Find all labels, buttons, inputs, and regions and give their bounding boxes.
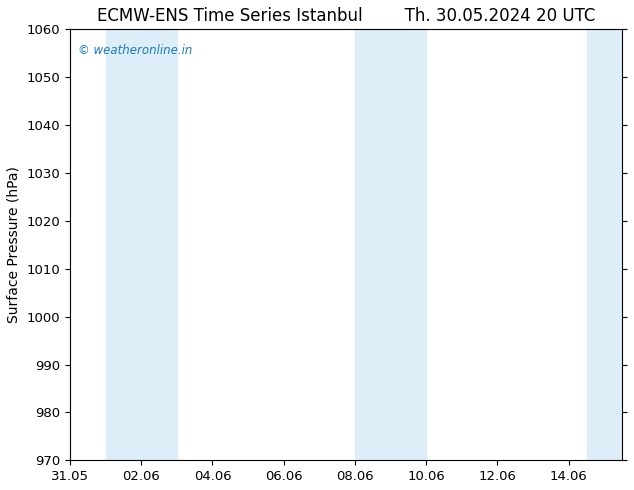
Bar bbox=[586, 29, 622, 460]
Bar bbox=[106, 29, 177, 460]
Text: © weatheronline.in: © weatheronline.in bbox=[78, 45, 193, 57]
Bar bbox=[355, 29, 426, 460]
Y-axis label: Surface Pressure (hPa): Surface Pressure (hPa) bbox=[7, 167, 21, 323]
Title: ECMW-ENS Time Series Istanbul        Th. 30.05.2024 20 UTC: ECMW-ENS Time Series Istanbul Th. 30.05.… bbox=[97, 7, 595, 25]
